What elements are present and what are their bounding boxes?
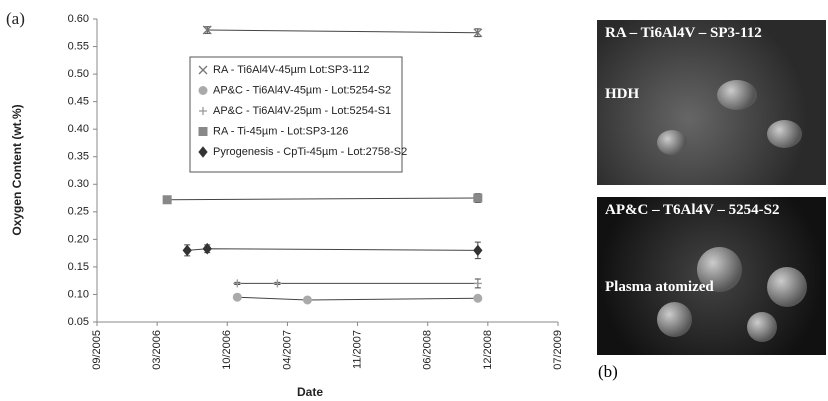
marker <box>273 279 282 288</box>
particle <box>767 267 807 307</box>
y-tick-label: 0.50 <box>68 68 89 80</box>
legend-label: RA - Ti6Al4V-45µm Lot:SP3-112 <box>213 64 370 76</box>
x-tick-label: 04/2007 <box>281 330 293 370</box>
y-tick-label: 0.20 <box>68 233 89 245</box>
image-caption: AP&C – T6Al4V – 5254-S2 <box>605 202 780 218</box>
y-tick-label: 0.35 <box>68 151 89 163</box>
marker <box>182 244 192 257</box>
x-tick-label: 06/2008 <box>422 330 434 370</box>
x-tick-label: 11/2007 <box>351 330 363 369</box>
sem-image: RA – Ti6Al4V – SP3-112 HDH <box>597 20 826 185</box>
sem-image: AP&C – T6Al4V – 5254-S2 Plasma atomized <box>597 197 826 355</box>
legend-label: AP&C - Ti6Al4V-45µm - Lot:5254-S2 <box>213 84 391 96</box>
y-tick-label: 0.45 <box>68 96 89 108</box>
y-tick-label: 0.30 <box>68 178 89 190</box>
marker <box>302 295 312 305</box>
marker <box>202 242 212 255</box>
x-tick-label: 03/2006 <box>151 330 163 370</box>
legend-box <box>189 56 403 173</box>
y-axis-title: Oxygen Content (wt.%) <box>10 104 24 235</box>
marker <box>199 107 207 115</box>
particle <box>747 312 777 342</box>
x-tick-label: 12/2008 <box>482 330 494 370</box>
x-tick-label: 10/2006 <box>221 330 233 370</box>
particle <box>657 130 687 155</box>
legend-label: RA - Ti-45µm - Lot:SP3-126 <box>213 125 348 137</box>
marker <box>473 293 483 303</box>
marker <box>198 65 208 75</box>
y-tick-label: 0.05 <box>68 316 89 328</box>
legend-label: Pyrogenesis - CpTi-45µm - Lot:2758-S2 <box>213 146 407 158</box>
legend-label: AP&C - Ti6Al4V-25µm - Lot:5254-S1 <box>213 105 391 117</box>
series-line <box>237 296 478 301</box>
series-line <box>167 197 478 201</box>
y-tick-label: 0.55 <box>68 40 89 52</box>
marker <box>202 25 212 35</box>
marker <box>198 86 208 95</box>
y-tick-label: 0.60 <box>68 13 89 25</box>
particle <box>767 120 802 148</box>
y-tick-label: 0.40 <box>68 123 89 135</box>
x-axis-title: Date <box>297 385 323 399</box>
y-tick-label: 0.25 <box>68 206 89 218</box>
marker <box>232 292 242 302</box>
series-line <box>187 248 478 251</box>
image-caption: RA – Ti6Al4V – SP3-112 <box>605 25 762 41</box>
y-tick-label: 0.15 <box>68 261 89 273</box>
marker <box>473 279 482 288</box>
image-note: HDH <box>605 86 640 102</box>
y-tick-label: 0.10 <box>68 288 89 300</box>
x-tick-label: 07/2009 <box>552 330 564 370</box>
marker <box>198 127 208 136</box>
panel-label: (b) <box>598 362 618 381</box>
marker <box>473 28 483 38</box>
chart: (a) Oxygen Content (wt.%) Date 0.05 0.10 0… <box>6 9 564 399</box>
marker <box>473 244 483 257</box>
particle <box>657 302 692 337</box>
series-line <box>207 29 478 34</box>
marker <box>198 146 208 158</box>
image-note: Plasma atomized <box>605 279 714 295</box>
x-tick-label: 09/2005 <box>91 330 103 370</box>
marker <box>473 193 483 203</box>
particle <box>697 247 742 292</box>
particle <box>717 80 757 110</box>
panel-label: (a) <box>6 9 25 28</box>
marker <box>233 279 242 288</box>
marker <box>162 195 172 205</box>
